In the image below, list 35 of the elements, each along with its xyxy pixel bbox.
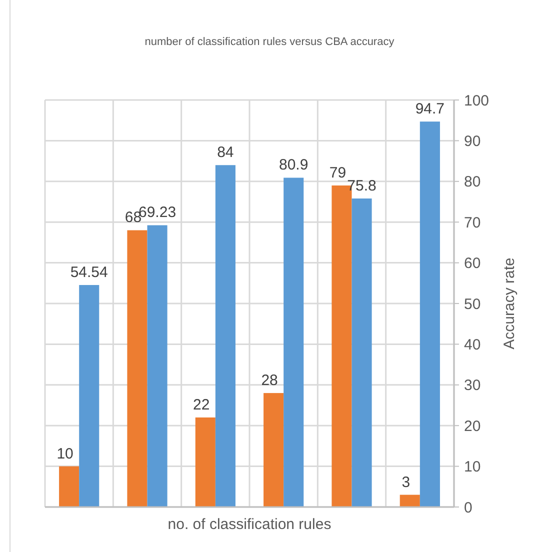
bar bbox=[400, 494, 420, 507]
bar bbox=[264, 393, 284, 507]
y-tick-label: 50 bbox=[464, 296, 481, 313]
y-tick-label: 60 bbox=[464, 255, 481, 272]
y-tick-label: 20 bbox=[464, 418, 481, 435]
y-tick-label: 90 bbox=[464, 132, 481, 150]
bar bbox=[79, 285, 100, 507]
bar bbox=[147, 225, 168, 507]
y-tick-label: 70 bbox=[464, 214, 481, 232]
data-label: 3 bbox=[402, 474, 410, 491]
bar bbox=[420, 122, 440, 507]
y-tick-label: 40 bbox=[464, 336, 481, 354]
data-label: 10 bbox=[56, 445, 74, 462]
data-label: 22 bbox=[193, 396, 210, 414]
bar bbox=[352, 198, 372, 507]
x-axis-title: no. of classification rules bbox=[168, 516, 332, 533]
y-tick-label: 100 bbox=[464, 92, 490, 110]
bar bbox=[127, 230, 148, 507]
data-label: 54.54 bbox=[70, 264, 108, 282]
y-tick-label: 80 bbox=[464, 174, 481, 191]
data-label: 80.9 bbox=[279, 156, 308, 174]
data-label: 84 bbox=[217, 144, 234, 162]
data-label: 79 bbox=[329, 164, 346, 182]
y-tick-label: 0 bbox=[464, 499, 472, 516]
data-label: 94.7 bbox=[415, 100, 445, 118]
bar bbox=[195, 417, 216, 507]
y-tick-label: 10 bbox=[464, 458, 481, 476]
y-tick-label: 30 bbox=[464, 377, 481, 394]
chart-title: number of classification rules versus CBA accuracy bbox=[144, 36, 395, 48]
bar bbox=[215, 165, 236, 507]
data-label: 75.8 bbox=[347, 177, 376, 194]
y-axis-title: Accuracy rate bbox=[501, 258, 518, 350]
bar bbox=[284, 178, 304, 507]
data-label: 28 bbox=[261, 372, 278, 390]
bar bbox=[59, 466, 80, 507]
